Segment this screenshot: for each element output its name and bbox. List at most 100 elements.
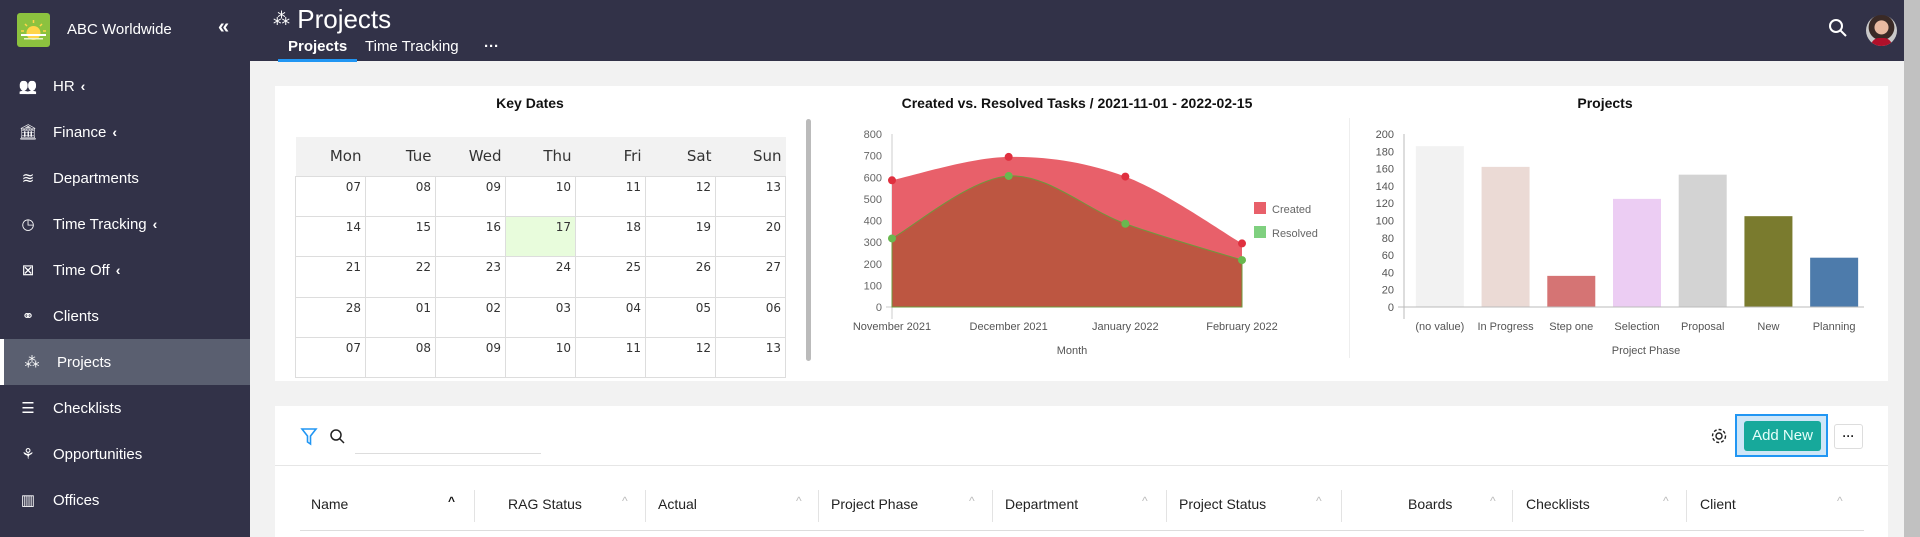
sort-arrow-icon[interactable]: ^ <box>1837 494 1843 508</box>
search-icon[interactable] <box>329 428 347 451</box>
sort-arrow-icon[interactable]: ^ <box>1663 494 1669 508</box>
page-title: ⁂ Projects <box>273 4 391 35</box>
calendar-day[interactable]: 08 <box>365 337 436 379</box>
legend-swatch <box>1254 202 1266 214</box>
calendar-day[interactable]: 19 <box>645 215 716 258</box>
sort-arrow-icon[interactable]: ^ <box>1142 494 1148 508</box>
column-header-actual[interactable]: Actual <box>658 496 697 512</box>
y-tick-label: 20 <box>1382 285 1394 297</box>
calendar-day[interactable]: 03 <box>505 296 576 339</box>
calendar-day[interactable]: 10 <box>505 175 576 217</box>
calendar-day[interactable]: 04 <box>575 296 646 339</box>
calendar-day[interactable]: 28 <box>295 296 366 339</box>
sidebar-item-label: Opportunities <box>53 445 143 463</box>
calendar-day[interactable]: 23 <box>435 256 506 298</box>
calendar-day[interactable]: 12 <box>645 175 716 217</box>
y-tick-label: 200 <box>1376 129 1394 141</box>
calendar-day[interactable]: 09 <box>435 175 506 217</box>
y-tick-label: 800 <box>864 129 882 141</box>
sort-arrow-icon[interactable]: ^ <box>796 494 802 508</box>
x-tick-label: New <box>1757 321 1779 333</box>
data-point-resolved <box>1121 219 1130 228</box>
sidebar-item-hr[interactable]: 👥 HR ‹ <box>0 63 250 109</box>
gear-icon[interactable] <box>1709 426 1729 451</box>
calendar-day[interactable]: 13 <box>715 175 786 217</box>
calendar-day[interactable]: 18 <box>575 215 646 258</box>
calendar-day[interactable]: 24 <box>505 256 576 298</box>
sidebar-item-time-off[interactable]: ⊠ Time Off ‹ <box>0 247 250 293</box>
sidebar-item-checklists[interactable]: ☰ Checklists <box>0 385 250 431</box>
area-resolved <box>891 175 1243 308</box>
tabs-more-button[interactable]: ··· <box>484 38 499 55</box>
calendar-day[interactable]: 26 <box>645 256 716 298</box>
filter-icon[interactable] <box>300 427 318 452</box>
search-icon[interactable] <box>1828 18 1848 43</box>
page-scrollbar[interactable] <box>1904 0 1920 537</box>
more-options-button[interactable]: ··· <box>1834 424 1863 449</box>
calendar-day[interactable]: 07 <box>295 175 366 217</box>
calendar-day[interactable]: 05 <box>645 296 716 339</box>
calendar-day[interactable]: 07 <box>295 337 366 379</box>
tab-projects[interactable]: Projects <box>278 38 358 62</box>
calendar-day[interactable]: 16 <box>435 215 506 258</box>
calendar-day[interactable]: 06 <box>715 296 786 339</box>
company-logo[interactable] <box>17 13 50 47</box>
sidebar-item-label: HR ‹ <box>53 77 86 95</box>
calendar-day[interactable]: 27 <box>715 256 786 298</box>
y-tick-label: 0 <box>876 302 882 314</box>
handshake-icon: ⚭ <box>21 308 35 325</box>
search-input[interactable] <box>355 430 541 454</box>
column-header-boards[interactable]: Boards <box>1408 496 1453 512</box>
user-avatar[interactable] <box>1866 15 1897 46</box>
calendar-scrollbar[interactable] <box>806 119 811 361</box>
calendar-day[interactable]: 10 <box>505 337 576 379</box>
sort-arrow-icon[interactable]: ^ <box>622 494 628 508</box>
column-header-checklists[interactable]: Checklists <box>1526 496 1590 512</box>
x-tick-label: Planning <box>1813 321 1856 333</box>
sidebar-item-departments[interactable]: ≋ Departments <box>0 155 250 201</box>
y-tick-label: 100 <box>864 280 882 292</box>
add-new-button[interactable]: Add New <box>1744 421 1821 451</box>
column-header-rag-status[interactable]: RAG Status <box>508 496 582 512</box>
people-icon: 👥 <box>18 78 38 95</box>
line-chart-title: Created vs. Resolved Tasks / 2021-11-01 … <box>901 95 1253 111</box>
double-chevron-left-icon[interactable]: « <box>218 16 230 38</box>
bar-selection <box>1613 198 1661 307</box>
column-separator <box>1686 490 1687 522</box>
bar-proposal <box>1678 174 1727 307</box>
column-header-project-phase[interactable]: Project Phase <box>831 496 919 512</box>
sidebar-item-projects[interactable]: ⁂ Projects <box>0 339 250 385</box>
column-header-name[interactable]: Name <box>311 496 349 512</box>
calendar-day[interactable]: 12 <box>645 337 716 379</box>
column-header-client[interactable]: Client <box>1700 496 1736 512</box>
calendar-day[interactable]: 11 <box>575 337 646 379</box>
column-header-department[interactable]: Department <box>1005 496 1079 512</box>
calendar-day[interactable]: 09 <box>435 337 506 379</box>
calendar-day[interactable]: 17 <box>505 215 576 258</box>
calendar-day[interactable]: 20 <box>715 215 786 258</box>
sort-arrow-icon[interactable]: ^ <box>1490 494 1496 508</box>
sidebar-item-opportunities[interactable]: ⚘ Opportunities <box>0 431 250 477</box>
tab-time-tracking[interactable]: Time Tracking <box>365 38 459 55</box>
calendar-day[interactable]: 13 <box>715 337 786 379</box>
key-dates-calendar: Mon Tue Wed Thu Fri Sat Sun 07 08 09 10 11 12 13 14 15 1… <box>295 137 786 379</box>
sort-arrow-icon[interactable]: ^ <box>969 494 975 508</box>
calendar-day[interactable]: 22 <box>365 256 436 298</box>
column-header-project-status[interactable]: Project Status <box>1179 496 1267 512</box>
calendar-day[interactable]: 01 <box>365 296 436 339</box>
calendar-day[interactable]: 21 <box>295 256 366 298</box>
column-separator <box>1341 490 1342 522</box>
calendar-day[interactable]: 02 <box>435 296 506 339</box>
calendar-day[interactable]: 11 <box>575 175 646 217</box>
sidebar-item-time-tracking[interactable]: ◷ Time Tracking ‹ <box>0 201 250 247</box>
sidebar-item-clients[interactable]: ⚭ Clients <box>0 293 250 339</box>
sidebar-item-offices[interactable]: ▥ Offices <box>0 477 250 523</box>
calendar-day[interactable]: 25 <box>575 256 646 298</box>
sort-arrow-icon[interactable]: ^ <box>448 494 456 508</box>
calendar-day[interactable]: 08 <box>365 175 436 217</box>
projects-phase-chart: 0 20 40 60 80 100 120 140 160 180 200 (no value) In … <box>1376 129 1864 357</box>
calendar-day[interactable]: 15 <box>365 215 436 258</box>
calendar-day[interactable]: 14 <box>295 215 366 258</box>
sidebar-item-finance[interactable]: 🏛 Finance ‹ <box>0 109 250 155</box>
sort-arrow-icon[interactable]: ^ <box>1316 494 1322 508</box>
